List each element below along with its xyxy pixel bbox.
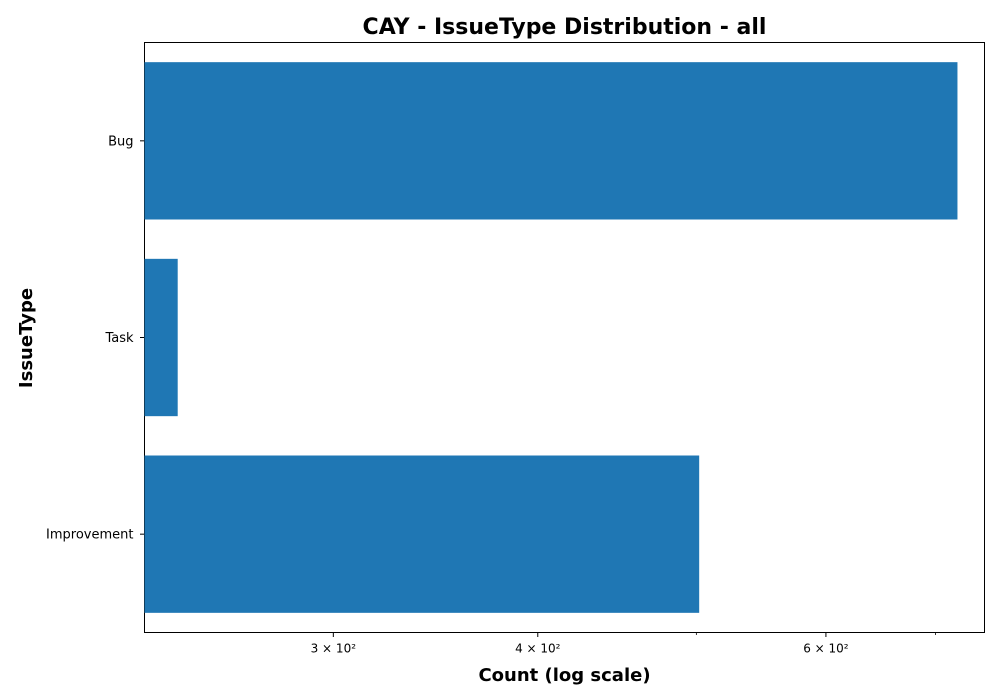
bar-improvement (144, 455, 700, 613)
bar-bug (144, 62, 958, 220)
x-tick-label: 3 × 10² (311, 642, 357, 656)
y-tick-label: Bug (108, 134, 133, 149)
x-axis-ticks: 3 × 10² 4 × 10² 6 × 10² (311, 632, 936, 656)
y-axis-label: IssueType (16, 288, 37, 388)
y-tick-label: Task (104, 331, 134, 346)
x-axis-label: Count (log scale) (478, 665, 650, 686)
y-tick-label: Improvement (46, 528, 133, 543)
x-tick-label: 4 × 10² (515, 642, 561, 656)
plot-area: Bug Task Improvement 3 × 10² 4 × 10² 6 × 10² (46, 42, 985, 656)
x-tick-label: 6 × 10² (803, 642, 849, 656)
y-axis-ticks: Bug Task Improvement (46, 134, 145, 543)
chart-title: CAY - IssueType Distribution - all (363, 15, 767, 40)
bar-task (144, 258, 178, 417)
bars (144, 62, 958, 613)
